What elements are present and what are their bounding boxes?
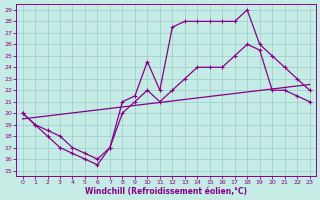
X-axis label: Windchill (Refroidissement éolien,°C): Windchill (Refroidissement éolien,°C) [85, 187, 247, 196]
